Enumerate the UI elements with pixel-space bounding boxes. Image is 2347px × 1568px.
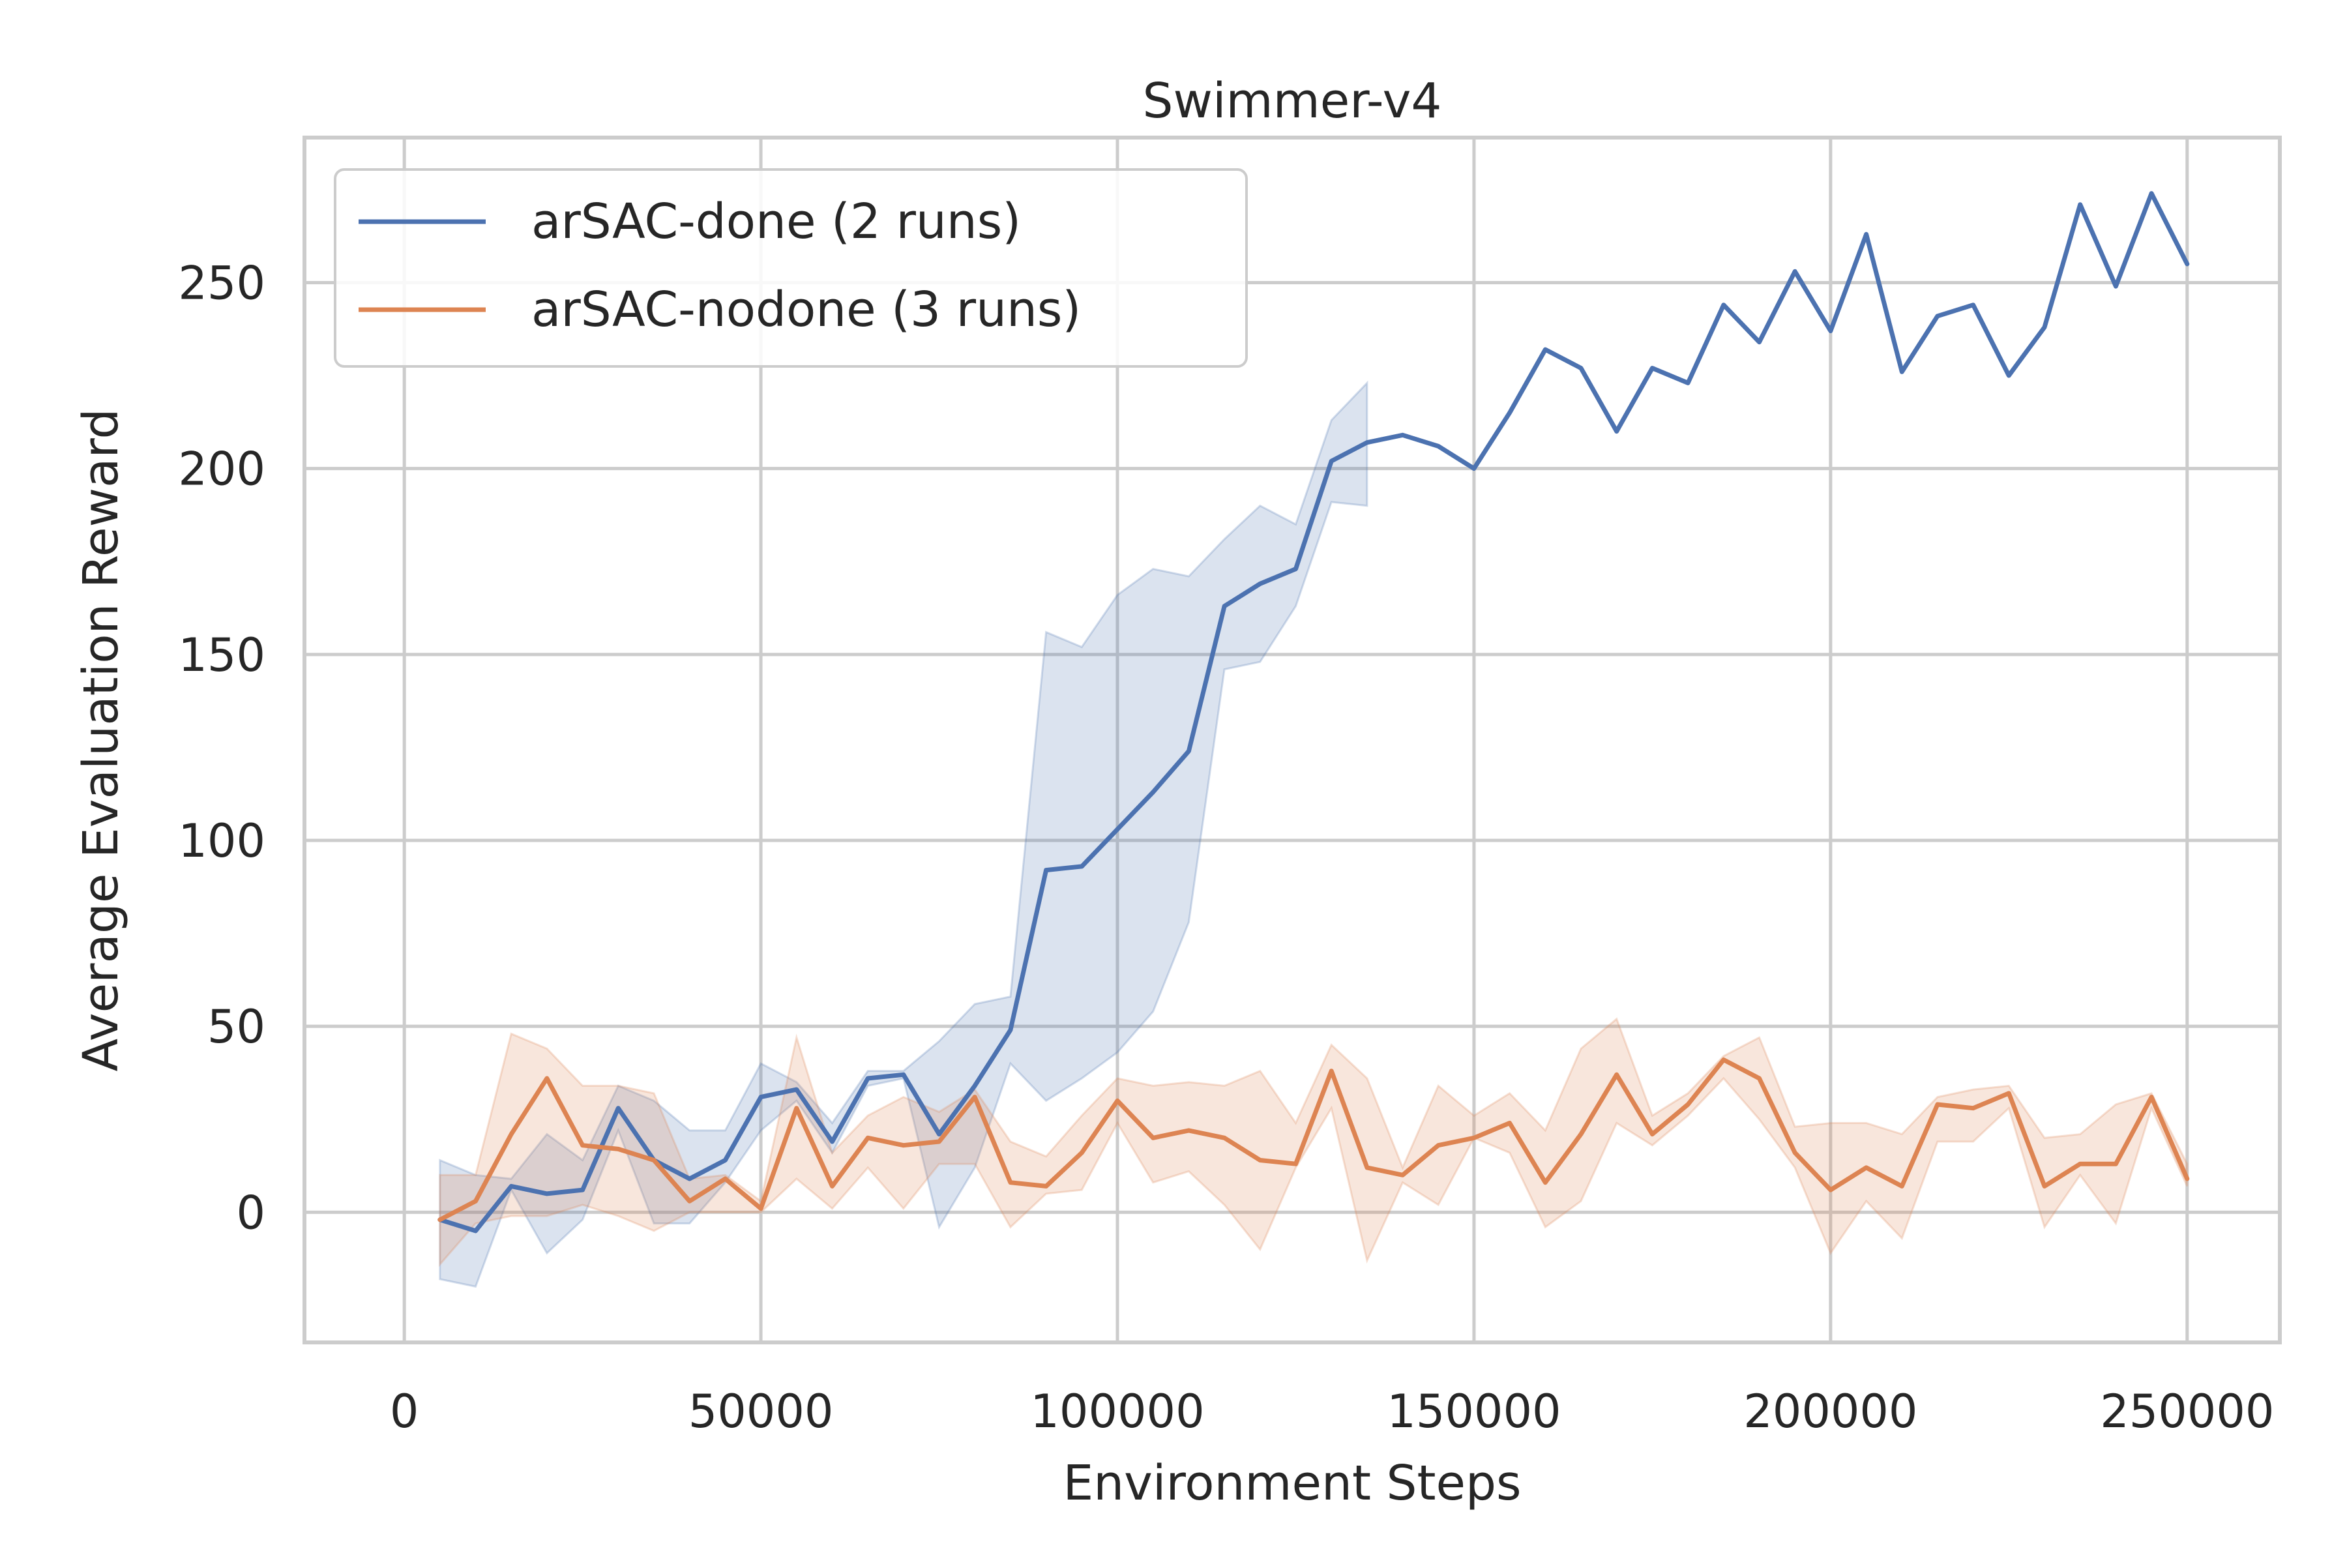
x-axis-label: Environment Steps [1063, 1455, 1521, 1511]
legend-label-arsac-done: arSAC-done (2 runs) [531, 194, 1021, 250]
x-tick-label-2: 100000 [1030, 1385, 1204, 1438]
y-tick-label-1: 50 [207, 1000, 265, 1054]
x-tick-label-4: 200000 [1743, 1385, 1917, 1438]
y-tick-label-4: 200 [178, 443, 265, 496]
y-tick-label-3: 150 [178, 629, 265, 682]
x-tick-label-5: 250000 [2100, 1385, 2274, 1438]
legend: arSAC-done (2 runs) arSAC-nodone (3 runs… [335, 170, 1247, 366]
x-tick-label-1: 50000 [688, 1385, 834, 1438]
y-tick-label-2: 100 [178, 814, 265, 868]
y-tick-label-5: 250 [178, 256, 265, 310]
legend-label-arsac-nodone: arSAC-nodone (3 runs) [531, 282, 1081, 338]
x-tick-label-3: 150000 [1387, 1385, 1561, 1438]
chart-title: Swimmer-v4 [1142, 73, 1441, 129]
y-axis-label: Average Evaluation Reward [73, 409, 129, 1072]
x-tick-label-0: 0 [390, 1385, 419, 1438]
y-tick-label-0: 0 [236, 1186, 265, 1239]
